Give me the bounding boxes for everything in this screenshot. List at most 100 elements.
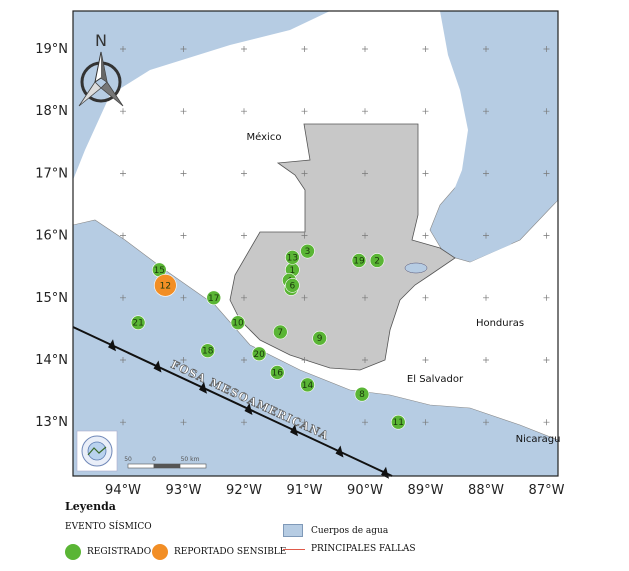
- grid-cross: [362, 170, 368, 177]
- event-id-label: 14: [302, 381, 314, 391]
- event-registered-marker[interactable]: 7: [272, 324, 288, 340]
- grid-cross: [301, 419, 308, 426]
- grid-cross: [301, 170, 308, 177]
- land-areas: [72, 10, 559, 441]
- grid-cross: [241, 357, 247, 363]
- grid-cross: [422, 294, 429, 301]
- event-registered-marker[interactable]: 6: [285, 278, 300, 293]
- grid-cross: [180, 294, 187, 301]
- grid-cross: [241, 108, 247, 115]
- grid-cross: [180, 108, 187, 115]
- event-registered-marker[interactable]: 15: [152, 262, 167, 278]
- event-registered-marker[interactable]: 13: [285, 250, 300, 265]
- event-registered-marker[interactable]: 2: [369, 253, 385, 268]
- scale-label: 50: [124, 456, 132, 463]
- event-id-label: 8: [359, 390, 365, 400]
- event-registered-marker[interactable]: 11: [390, 414, 406, 430]
- event-registered-marker[interactable]: 8: [354, 386, 370, 402]
- scale-label: 50 km: [181, 456, 200, 463]
- registered-dot-icon: [65, 544, 81, 560]
- grid-cross: [422, 232, 429, 239]
- event-id-label: 6: [290, 281, 296, 291]
- event-registered-marker[interactable]: 14: [300, 377, 315, 393]
- north-arrow-icon: N: [78, 31, 124, 107]
- event-registered-marker[interactable]: 20: [251, 346, 267, 362]
- event-id-label: 13: [287, 253, 298, 263]
- grid-cross: [301, 357, 308, 363]
- legend-subtitle: EVENTO SÍSMICO: [65, 522, 152, 532]
- lon-tick-label: 89°W: [408, 483, 444, 498]
- reported-dot-icon: [152, 544, 168, 560]
- subduction-triangle: [335, 445, 344, 458]
- seismic-events: 123456789101113141516171819202112: [130, 243, 406, 430]
- grid-cross: [120, 294, 126, 301]
- grid-cross: [422, 46, 429, 52]
- grid-cross: [180, 170, 187, 177]
- event-id-label: 10: [232, 319, 244, 329]
- grid-cross: [120, 108, 126, 115]
- grid-cross: [301, 294, 308, 301]
- event-id-label: 7: [277, 328, 283, 338]
- grid-cross: [180, 419, 187, 426]
- grid-cross: [241, 46, 247, 52]
- lat-tick-label: 16°N: [35, 229, 68, 244]
- place-labels: México Honduras El Salvador Nicaragu: [247, 131, 561, 445]
- grid-cross: [301, 46, 308, 52]
- water-swatch-icon: [283, 524, 303, 537]
- grid-cross: [180, 232, 187, 239]
- place-label-nicaragua: Nicaragu: [516, 434, 561, 445]
- institution-logo: [76, 430, 118, 472]
- grid-cross: [362, 294, 368, 301]
- grid-cross: [301, 232, 308, 239]
- grid-cross: [241, 294, 247, 301]
- event-id-label: 19: [353, 256, 365, 266]
- grid-cross: [180, 46, 187, 52]
- grid-cross: [422, 108, 429, 115]
- event-registered-marker[interactable]: 3: [300, 243, 315, 259]
- grid-cross: [483, 294, 489, 301]
- place-label-mexico: México: [247, 131, 282, 143]
- lon-tick-label: 91°W: [287, 483, 323, 498]
- grid-cross: [483, 419, 489, 426]
- event-registered-marker[interactable]: 17: [206, 290, 222, 306]
- grid-cross: [120, 170, 126, 177]
- lon-tick-label: 92°W: [226, 483, 262, 498]
- lake: [404, 262, 428, 274]
- grid-cross: [422, 170, 429, 177]
- legend-item-water: Cuerpos de agua: [283, 524, 388, 537]
- event-id-label: 3: [305, 247, 311, 257]
- grid-cross: [241, 170, 247, 177]
- event-id-label: 11: [393, 418, 404, 428]
- event-id-label: 21: [132, 319, 143, 329]
- event-registered-marker[interactable]: 21: [130, 315, 146, 330]
- north-label: N: [95, 31, 107, 50]
- grid-cross: [483, 46, 489, 52]
- event-registered-marker[interactable]: 18: [200, 343, 215, 358]
- lat-tick-label: 17°N: [35, 166, 68, 181]
- event-registered-marker[interactable]: 10: [230, 315, 246, 330]
- grid-cross: [120, 357, 126, 363]
- event-id-label: 16: [272, 368, 284, 378]
- event-registered-marker[interactable]: 9: [312, 330, 327, 346]
- event-registered-marker[interactable]: 16: [269, 365, 285, 380]
- grid-cross: [301, 108, 308, 115]
- scale-label: 0: [152, 456, 156, 463]
- lon-tick-label: 90°W: [347, 483, 383, 498]
- legend-faults-label: PRINCIPALES FALLAS: [311, 544, 416, 554]
- event-reported-marker[interactable]: 12: [154, 274, 177, 297]
- event-id-label: 2: [374, 256, 380, 266]
- grid-cross: [241, 419, 247, 426]
- event-id-label: 1: [290, 266, 296, 276]
- grid-cross: [543, 419, 550, 426]
- grid-cross: [120, 232, 126, 239]
- event-registered-marker[interactable]: 19: [351, 253, 367, 268]
- grid-cross: [362, 419, 368, 426]
- legend-reported-label: REPORTADO SENSIBLE: [174, 547, 287, 557]
- lon-tick-label: 88°W: [468, 483, 504, 498]
- fault-line-icon: [283, 548, 305, 550]
- grid-cross: [362, 108, 368, 115]
- subduction-triangle: [244, 402, 253, 415]
- grid-cross: [241, 232, 247, 239]
- subduction-triangle: [199, 381, 207, 394]
